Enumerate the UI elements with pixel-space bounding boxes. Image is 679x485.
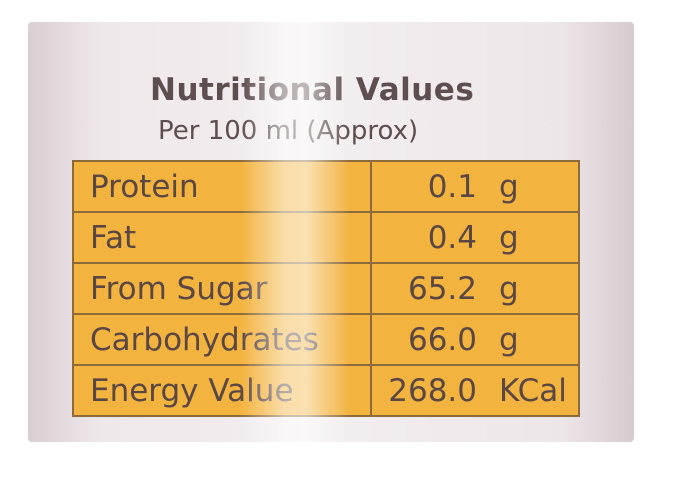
- nutrient-amount: 65.2 g: [370, 262, 580, 315]
- amount-value: 65.2: [407, 270, 477, 307]
- amount-unit: g: [499, 219, 519, 256]
- nutrient-name: Carbohydrates: [72, 313, 372, 366]
- nutrition-table: Protein 0.1 g Fat 0.4 g From Sugar 65.2 g Carbohy…: [72, 160, 580, 417]
- nutrient-name: Energy Value: [72, 364, 372, 417]
- table-row: From Sugar 65.2 g: [72, 262, 580, 315]
- amount-unit: KCal: [499, 372, 567, 409]
- table-row: Carbohydrates 66.0 g: [72, 313, 580, 366]
- amount-value: 268.0: [388, 372, 477, 409]
- table-row: Energy Value 268.0 KCal: [72, 364, 580, 417]
- amount-value: 0.4: [427, 219, 477, 256]
- amount-unit: g: [499, 270, 519, 307]
- title: Nutritional Values: [150, 72, 475, 108]
- table-row: Fat 0.4 g: [72, 211, 580, 264]
- table-row: Protein 0.1 g: [72, 160, 580, 213]
- nutrient-name: From Sugar: [72, 262, 372, 315]
- nutrient-amount: 0.4 g: [370, 211, 580, 264]
- nutrient-name: Protein: [72, 160, 372, 213]
- nutrient-amount: 66.0 g: [370, 313, 580, 366]
- subtitle: Per 100 ml (Approx): [158, 116, 419, 146]
- nutrient-amount: 268.0 KCal: [370, 364, 580, 417]
- amount-value: 66.0: [407, 321, 477, 358]
- amount-unit: g: [499, 168, 519, 205]
- nutrient-name: Fat: [72, 211, 372, 264]
- amount-unit: g: [499, 321, 519, 358]
- amount-value: 0.1: [427, 168, 477, 205]
- nutrient-amount: 0.1 g: [370, 160, 580, 213]
